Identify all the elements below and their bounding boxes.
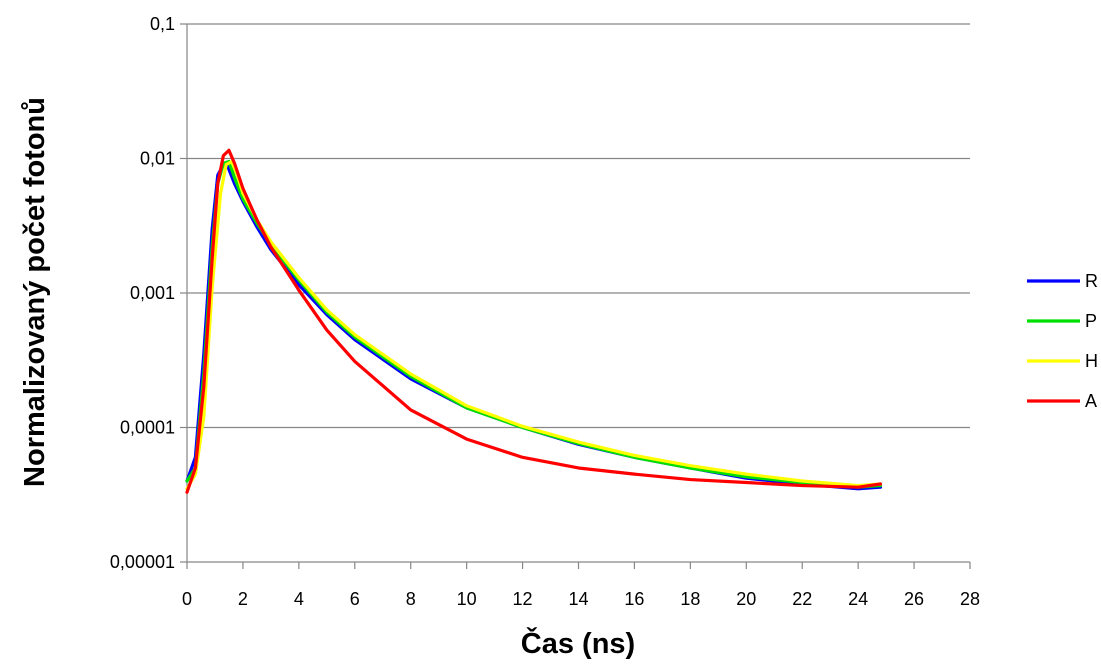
y-axis-title: Normalizovaný počet fotonů: [19, 97, 51, 487]
x-axis-title: Čas (ns): [521, 626, 635, 660]
x-tick-label: 12: [513, 589, 533, 609]
x-tick-label: 14: [568, 589, 588, 609]
x-tick-label: 2: [238, 589, 248, 609]
series-line-a: [185, 148, 883, 494]
series-line-h: [185, 159, 883, 491]
series-lines: [185, 148, 883, 494]
y-tick-label: 0,001: [130, 283, 175, 303]
series-line-p: [185, 159, 883, 489]
x-tick-label: 22: [792, 589, 812, 609]
series-line-r: [185, 163, 883, 491]
grid-lines: [187, 23, 970, 429]
legend-label-r: R: [1085, 271, 1098, 291]
legend-label-h: H: [1085, 351, 1098, 371]
y-tick-label: 0,01: [140, 149, 175, 169]
x-tick-label: 6: [350, 589, 360, 609]
x-tick-label: 4: [294, 589, 304, 609]
axes: [180, 23, 971, 569]
x-tick-label: 18: [680, 589, 700, 609]
y-tick-label: 0,00001: [110, 552, 175, 572]
x-tick-label: 26: [904, 589, 924, 609]
y-tick-label: 0,0001: [120, 418, 175, 438]
x-tick-label: 24: [848, 589, 868, 609]
x-tick-label: 28: [960, 589, 980, 609]
legend-label-a: A: [1085, 391, 1097, 411]
legend-label-p: P: [1085, 311, 1097, 331]
y-tick-label: 0,1: [150, 14, 175, 34]
y-tick-labels: 0,1 0,01 0,001 0,0001 0,00001: [110, 14, 175, 572]
x-tick-label: 10: [457, 589, 477, 609]
x-tick-label: 20: [736, 589, 756, 609]
x-tick-label: 16: [624, 589, 644, 609]
x-tick-label: 0: [182, 589, 192, 609]
x-tick-labels: 0 2 4 6 8 10 12 14 16 18 20 22 24 26 28: [182, 589, 980, 609]
x-tick-label: 8: [406, 589, 416, 609]
